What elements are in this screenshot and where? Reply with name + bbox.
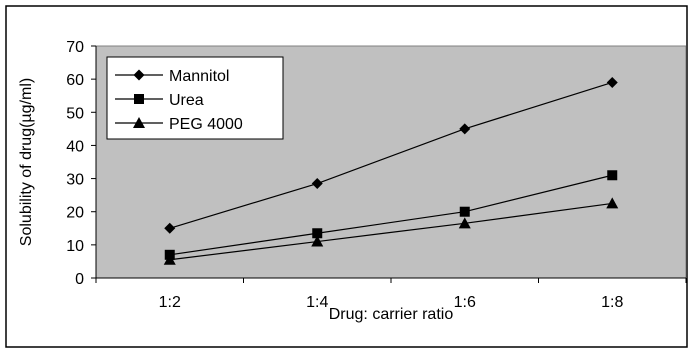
data-point xyxy=(459,123,471,135)
data-point xyxy=(458,217,471,229)
y-ticks: 0 10 20 30 40 50 60 70 xyxy=(66,39,96,288)
y-tick-label: 60 xyxy=(66,72,84,89)
legend-item: PEG 4000 xyxy=(115,116,243,133)
legend-marker xyxy=(133,69,145,81)
data-point xyxy=(311,235,324,247)
y-tick-label: 0 xyxy=(75,271,84,288)
x-tick-label: 1:2 xyxy=(159,294,181,311)
data-point xyxy=(459,206,470,217)
x-tick-label: 1:6 xyxy=(454,294,476,311)
legend-item: Mannitol xyxy=(115,68,229,85)
legend-marker xyxy=(134,94,144,104)
legend-label: Urea xyxy=(169,92,204,109)
y-tick-label: 20 xyxy=(66,205,84,222)
series-line xyxy=(169,174,613,256)
series-layer xyxy=(163,76,619,265)
y-axis-title: Solubility of drug(µg/ml) xyxy=(18,78,35,246)
x-tick-label: 1:4 xyxy=(306,294,328,311)
series-mannitol xyxy=(164,76,618,234)
data-point xyxy=(607,170,618,181)
data-point xyxy=(606,197,619,209)
legend-item: Urea xyxy=(115,92,204,109)
series-peg-4000 xyxy=(163,197,619,265)
legend: Mannitol Urea PEG 4000 xyxy=(106,56,284,140)
series-line xyxy=(169,81,613,229)
x-axis-title: Drug: carrier ratio xyxy=(329,306,454,323)
series-line xyxy=(169,202,613,261)
y-tick-label: 70 xyxy=(66,39,84,56)
legend-label: Mannitol xyxy=(169,68,229,85)
data-point xyxy=(311,178,323,190)
y-tick-label: 50 xyxy=(66,105,84,122)
data-point xyxy=(164,222,176,234)
legend-items: Mannitol Urea PEG 4000 xyxy=(115,68,243,133)
y-tick-label: 10 xyxy=(66,238,84,255)
legend-marker xyxy=(133,117,145,128)
x-tick-label: 1:8 xyxy=(601,294,623,311)
y-tick-label: 30 xyxy=(66,172,84,189)
data-point xyxy=(163,253,176,265)
legend-label: PEG 4000 xyxy=(169,116,243,133)
data-point xyxy=(312,228,323,239)
y-tick-label: 40 xyxy=(66,138,84,155)
x-ticks: 1:2 1:4 1:6 1:8 xyxy=(95,278,687,311)
data-point xyxy=(606,76,618,88)
